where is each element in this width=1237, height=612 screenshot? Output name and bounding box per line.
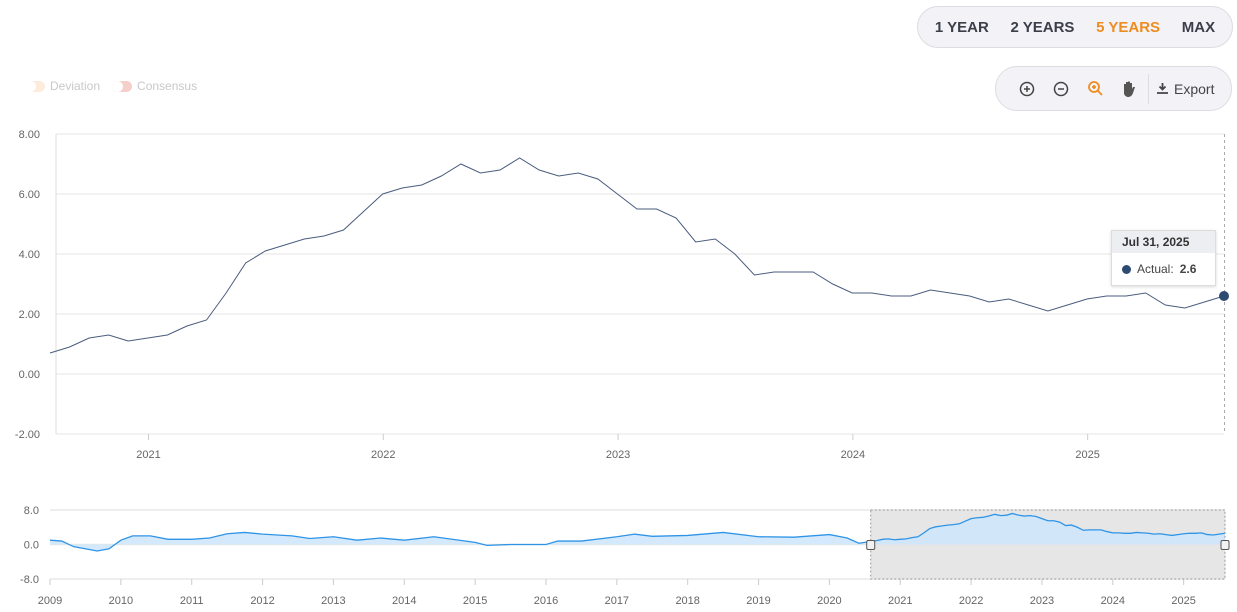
pan-hand-icon[interactable] [1112, 74, 1146, 104]
download-icon [1157, 83, 1168, 94]
range-2-years[interactable]: 2 YEARS [1010, 18, 1075, 36]
y-tick-label: 8.00 [19, 129, 40, 141]
tooltip-series: Actual: [1137, 262, 1174, 276]
y-tick-label: -2.00 [15, 429, 40, 441]
nav-x-tick-label: 2009 [38, 595, 62, 607]
toggle-icon[interactable] [25, 80, 45, 92]
export-button[interactable]: Export [1157, 81, 1214, 97]
nav-x-tick-label: 2017 [605, 595, 629, 607]
toolbar-divider [1148, 73, 1149, 104]
tooltip: Jul 31, 2025 Actual: 2.6 [1111, 230, 1216, 286]
toggle-icon[interactable] [112, 80, 133, 92]
magnify-icon[interactable] [1078, 74, 1112, 104]
legend: Deviation Consensus [25, 79, 197, 93]
hover-marker [1219, 291, 1229, 301]
nav-x-tick-label: 2024 [1101, 595, 1125, 607]
y-tick-label: 4.00 [19, 249, 40, 261]
x-tick-label: 2024 [841, 449, 865, 461]
range-1-year[interactable]: 1 YEAR [934, 18, 989, 36]
range-selector: 1 YEAR 2 YEARS 5 YEARS MAX [917, 6, 1233, 48]
nav-x-tick-label: 2014 [392, 595, 416, 607]
zoom-in-icon[interactable] [1010, 74, 1044, 104]
nav-x-tick-label: 2022 [959, 595, 983, 607]
y-tick-label: 2.00 [19, 309, 40, 321]
nav-area [50, 513, 1225, 551]
series-dot-icon [1122, 264, 1131, 274]
tooltip-date: Jul 31, 2025 [1112, 231, 1215, 253]
nav-x-tick-label: 2012 [250, 595, 274, 607]
y-tick-label: 0.00 [19, 369, 40, 381]
nav-x-tick-label: 2021 [888, 595, 912, 607]
zoom-out-icon[interactable] [1044, 74, 1078, 104]
nav-x-tick-label: 2020 [817, 595, 841, 607]
nav-x-tick-label: 2023 [1030, 595, 1054, 607]
tooltip-value: 2.6 [1179, 262, 1197, 276]
series-line-actual [49, 157, 1225, 354]
nav-handle[interactable] [1220, 540, 1230, 550]
export-label: Export [1174, 80, 1215, 97]
x-tick-label: 2022 [371, 449, 395, 461]
nav-x-tick-label: 2018 [675, 595, 699, 607]
legend-label: Consensus [137, 79, 198, 93]
legend-deviation[interactable]: Deviation [25, 79, 100, 93]
nav-x-tick-label: 2013 [321, 595, 345, 607]
nav-x-tick-label: 2016 [534, 595, 558, 607]
x-tick-label: 2021 [136, 449, 160, 461]
y-tick-label: 6.00 [19, 189, 40, 201]
legend-consensus[interactable]: Consensus [112, 79, 197, 93]
x-tick-label: 2023 [606, 449, 630, 461]
nav-y-tick-label: -8.0 [20, 574, 39, 586]
chart-toolbar: Export [995, 66, 1232, 111]
nav-x-tick-label: 2019 [746, 595, 770, 607]
nav-x-tick-label: 2010 [109, 595, 133, 607]
nav-x-tick-label: 2015 [463, 595, 487, 607]
nav-handle[interactable] [866, 540, 876, 550]
nav-x-tick-label: 2011 [180, 595, 204, 607]
nav-y-tick-label: 8.0 [24, 505, 39, 517]
nav-line [49, 512, 1226, 552]
range-5-years[interactable]: 5 YEARS [1096, 18, 1161, 36]
nav-y-tick-label: 0.0 [24, 540, 39, 552]
nav-x-tick-label: 2025 [1171, 595, 1195, 607]
legend-label: Deviation [50, 79, 101, 93]
range-max[interactable]: MAX [1181, 18, 1216, 36]
x-tick-label: 2025 [1075, 449, 1099, 461]
